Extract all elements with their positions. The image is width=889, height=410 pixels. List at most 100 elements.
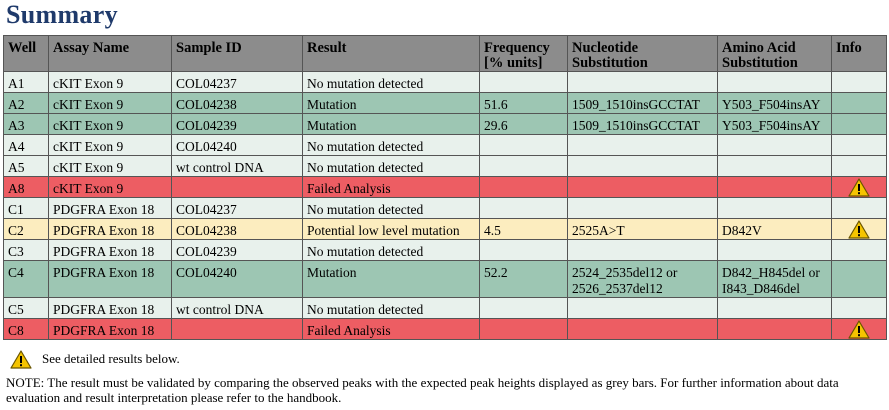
cell-well: A1: [3, 71, 49, 93]
table-row: A1 cKIT Exon 9 COL04237 No mutation detecte…: [3, 71, 887, 93]
header-info: Info: [831, 35, 887, 72]
cell-well: C5: [3, 297, 49, 319]
cell-result: No mutation detected: [302, 155, 480, 177]
cell-amino-acid-substitution: [717, 197, 832, 219]
cell-sample-id: COL04238: [171, 218, 303, 240]
cell-frequency: [479, 318, 568, 340]
cell-assay-name: PDGFRA Exon 18: [48, 318, 172, 340]
page-title: Summary: [6, 0, 118, 29]
results-table: Well Assay Name Sample ID Result Frequen…: [3, 35, 887, 340]
header-assay-name: Assay Name: [48, 35, 172, 72]
table-row: A8 cKIT Exon 9 Failed Analysis: [3, 176, 887, 198]
cell-assay-name: cKIT Exon 9: [48, 134, 172, 156]
cell-frequency: [479, 155, 568, 177]
cell-info: [831, 297, 887, 319]
cell-sample-id: wt control DNA: [171, 297, 303, 319]
cell-frequency: 52.2: [479, 260, 568, 298]
cell-info: [831, 176, 887, 198]
cell-sample-id: [171, 318, 303, 340]
cell-nucleotide-substitution: [567, 318, 718, 340]
cell-nucleotide-substitution: [567, 297, 718, 319]
cell-assay-name: cKIT Exon 9: [48, 71, 172, 93]
cell-sample-id: COL04237: [171, 71, 303, 93]
cell-amino-acid-substitution: [717, 134, 832, 156]
cell-result: No mutation detected: [302, 71, 480, 93]
header-row: Well Assay Name Sample ID Result Frequen…: [3, 35, 887, 72]
cell-info: [831, 197, 887, 219]
cell-amino-acid-substitution: [717, 155, 832, 177]
cell-result: Mutation: [302, 260, 480, 298]
cell-info: [831, 92, 887, 114]
cell-assay-name: cKIT Exon 9: [48, 113, 172, 135]
cell-well: A3: [3, 113, 49, 135]
cell-well: C2: [3, 218, 49, 240]
cell-result: Potential low level mutation: [302, 218, 480, 240]
cell-amino-acid-substitution: [717, 71, 832, 93]
cell-amino-acid-substitution: [717, 297, 832, 319]
cell-amino-acid-substitution: Y503_F504insAY: [717, 92, 832, 114]
cell-info: [831, 113, 887, 135]
cell-frequency: [479, 239, 568, 261]
cell-nucleotide-substitution: [567, 134, 718, 156]
cell-frequency: [479, 197, 568, 219]
cell-result: No mutation detected: [302, 134, 480, 156]
cell-info: [831, 71, 887, 93]
header-nucleotide-substitution: Nucleotide Substitution: [567, 35, 718, 72]
cell-assay-name: PDGFRA Exon 18: [48, 197, 172, 219]
cell-info: [831, 318, 887, 340]
cell-well: A5: [3, 155, 49, 177]
header-frequency-line2: [% units]: [484, 55, 543, 71]
cell-info: [831, 260, 887, 298]
cell-amino-acid-substitution: [717, 318, 832, 340]
cell-info: [831, 218, 887, 240]
cell-amino-acid-substitution: Y503_F504insAY: [717, 113, 832, 135]
cell-nucleotide-substitution: 2525A>T: [567, 218, 718, 240]
cell-frequency: [479, 297, 568, 319]
cell-amino-acid-substitution: D842V: [717, 218, 832, 240]
cell-sample-id: wt control DNA: [171, 155, 303, 177]
table-row: A2 cKIT Exon 9 COL04238 Mutation 51.6 1509_15…: [3, 92, 887, 114]
cell-amino-acid-substitution: [717, 176, 832, 198]
cell-amino-acid-substitution: [717, 239, 832, 261]
cell-result: No mutation detected: [302, 297, 480, 319]
header-result: Result: [302, 35, 480, 72]
cell-frequency: [479, 176, 568, 198]
table-row: C1 PDGFRA Exon 18 COL04237 No mutation dete…: [3, 197, 887, 219]
cell-result: Mutation: [302, 92, 480, 114]
cell-well: A8: [3, 176, 49, 198]
cell-sample-id: [171, 176, 303, 198]
table-row: A4 cKIT Exon 9 COL04240 No mutation detecte…: [3, 134, 887, 156]
cell-frequency: 51.6: [479, 92, 568, 114]
table-row: C4 PDGFRA Exon 18 COL04240 Mutation 52.2 2524…: [3, 260, 887, 298]
cell-sample-id: COL04239: [171, 113, 303, 135]
header-well: Well: [3, 35, 49, 72]
table-row: A5 cKIT Exon 9 wt control DNA No mutation d…: [3, 155, 887, 177]
cell-well: A2: [3, 92, 49, 114]
header-sample-id: Sample ID: [171, 35, 303, 72]
warning-icon[interactable]: [848, 320, 870, 339]
warning-icon[interactable]: [848, 220, 870, 239]
cell-assay-name: cKIT Exon 9: [48, 176, 172, 198]
cell-well: C4: [3, 260, 49, 298]
table-body: A1 cKIT Exon 9 COL04237 No mutation detecte…: [3, 71, 887, 340]
warning-icon[interactable]: [848, 178, 870, 197]
validation-note: NOTE: The result must be validated by co…: [6, 375, 839, 405]
cell-amino-acid-substitution: D842_H845del or I843_D846del: [717, 260, 832, 298]
cell-frequency: 29.6: [479, 113, 568, 135]
cell-info: [831, 134, 887, 156]
cell-assay-name: PDGFRA Exon 18: [48, 260, 172, 298]
cell-sample-id: COL04237: [171, 197, 303, 219]
table-header: Well Assay Name Sample ID Result Frequen…: [3, 35, 887, 72]
table-row: C5 PDGFRA Exon 18 wt control DNA No mutatio…: [3, 297, 887, 319]
cell-assay-name: cKIT Exon 9: [48, 155, 172, 177]
cell-well: C1: [3, 197, 49, 219]
header-nucleotide-line1: Nucleotide: [572, 40, 639, 56]
cell-nucleotide-substitution: [567, 155, 718, 177]
cell-assay-name: cKIT Exon 9: [48, 92, 172, 114]
cell-result: Mutation: [302, 113, 480, 135]
cell-well: A4: [3, 134, 49, 156]
cell-nucleotide-substitution: [567, 197, 718, 219]
cell-nucleotide-substitution: [567, 239, 718, 261]
cell-well: C3: [3, 239, 49, 261]
cell-result: No mutation detected: [302, 239, 480, 261]
